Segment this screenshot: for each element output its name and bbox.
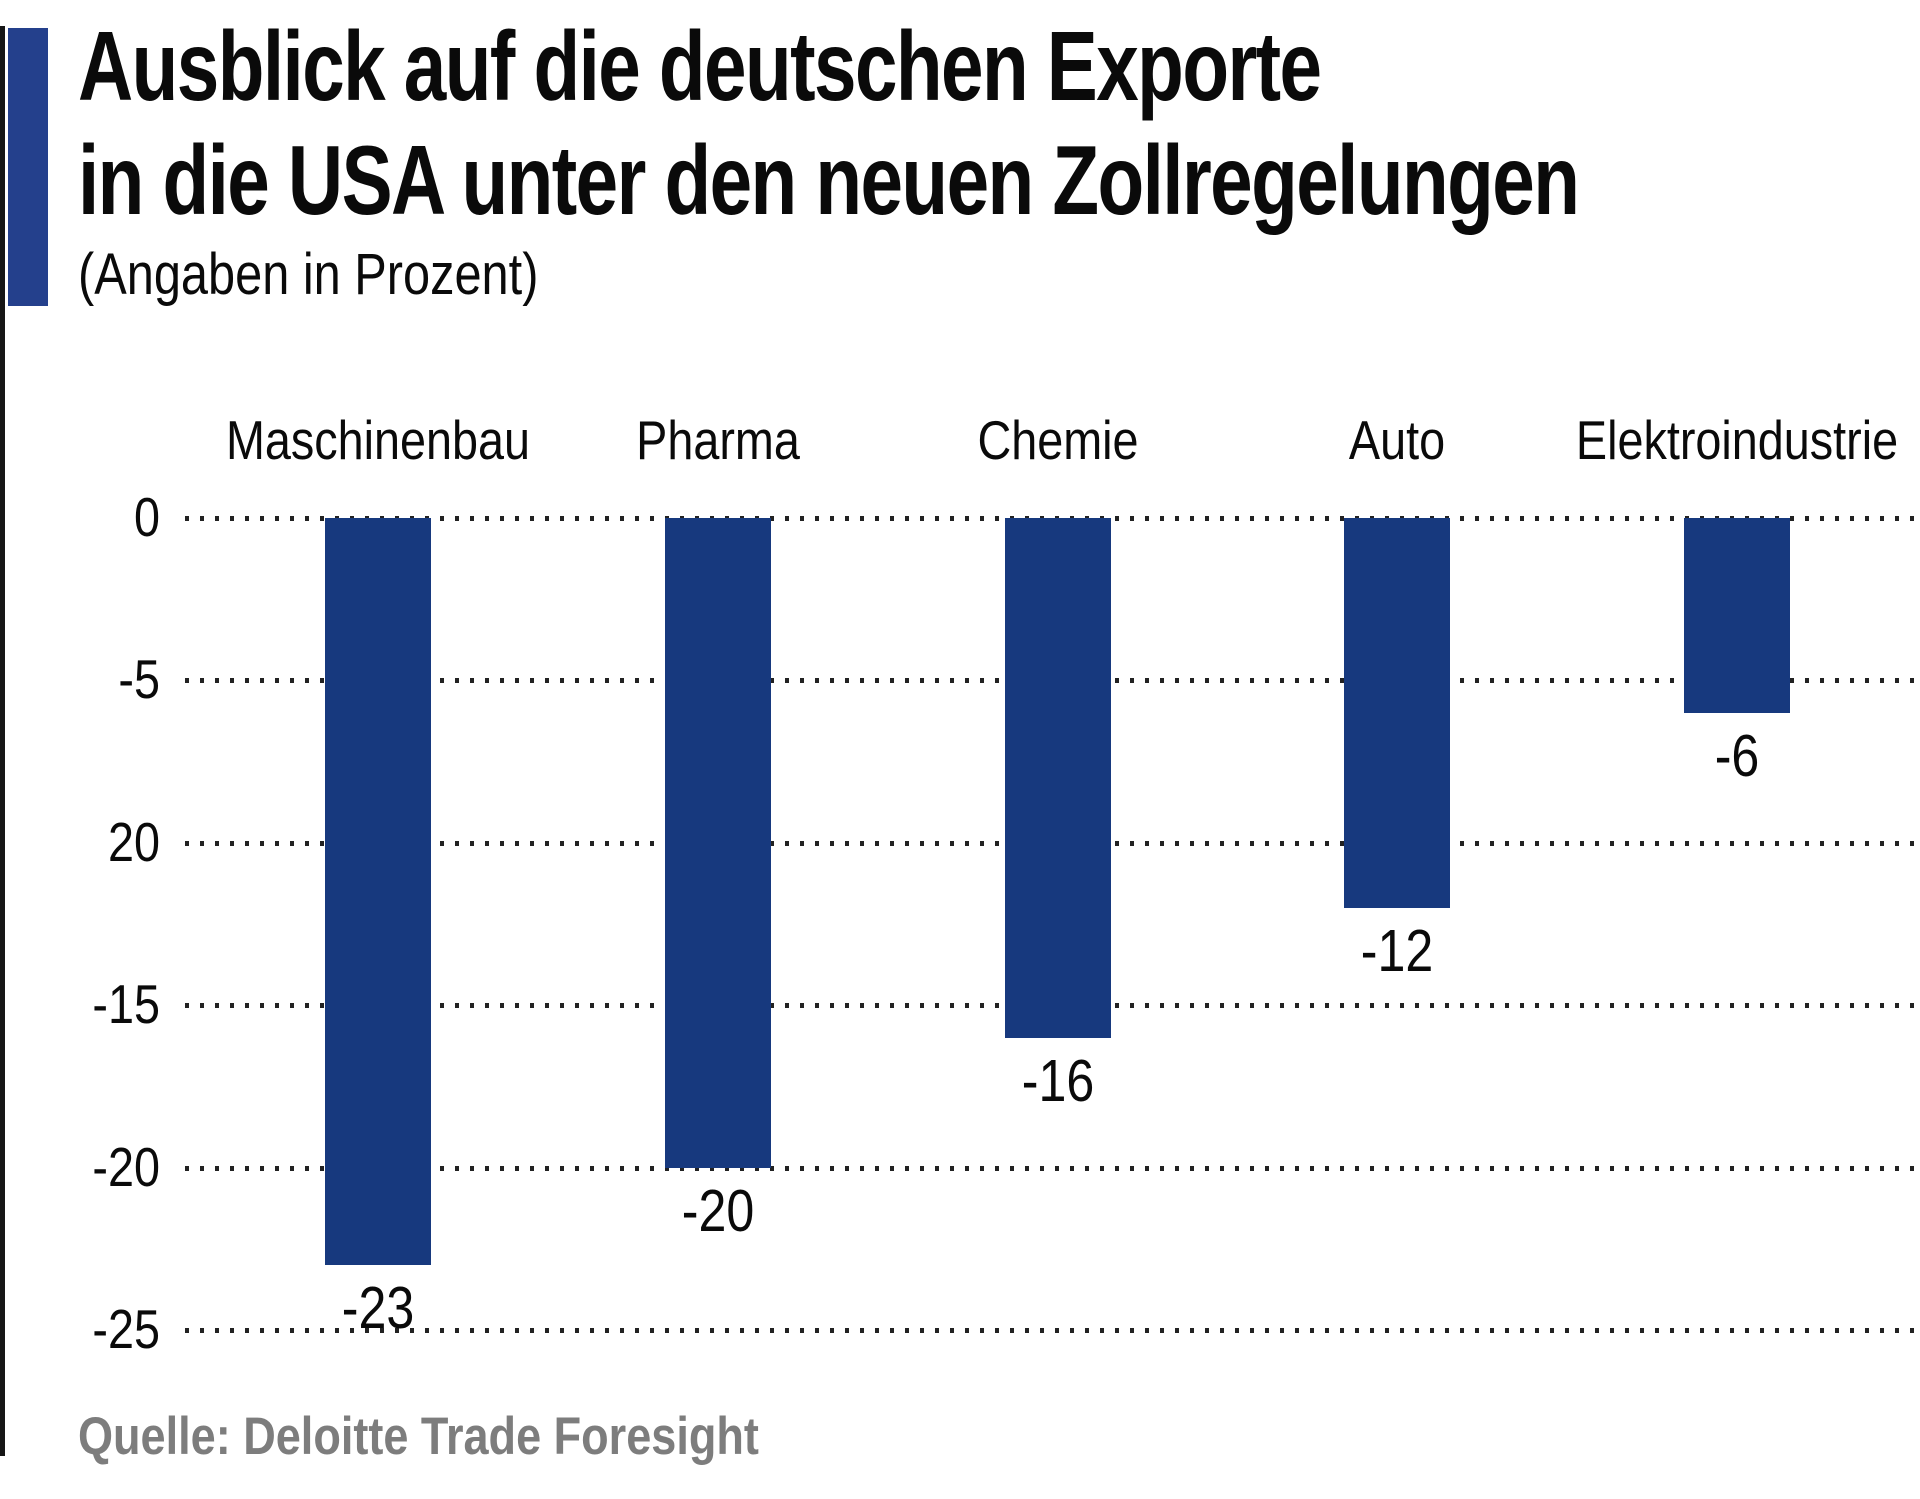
chart-title: Ausblick auf die deutschen Exporte in di…: [78, 10, 1580, 237]
value-label-elektroindustrie: -6: [1714, 723, 1760, 789]
bar-chemie: [1005, 518, 1111, 1038]
title-accent-bar: [8, 28, 48, 306]
category-label-pharma: Pharma: [636, 409, 800, 471]
chart-title-line-2: in die USA unter den neuen Zollregelunge…: [78, 124, 1580, 235]
y-axis-tick--20: -20: [92, 1135, 160, 1198]
y-axis-tick-0: 0: [133, 486, 160, 548]
y-axis-tick-20: 20: [107, 810, 160, 873]
value-label-auto: -12: [1360, 918, 1434, 984]
y-axis-tick--25: -25: [92, 1298, 160, 1360]
category-label-auto: Auto: [1348, 409, 1446, 471]
category-label-chemie: Chemie: [977, 409, 1139, 471]
gridline--20: [185, 1165, 1920, 1171]
bar-maschinenbau: [325, 518, 431, 1265]
bar-pharma: [665, 518, 771, 1168]
left-border-line: [0, 26, 5, 1456]
value-label-pharma: -20: [681, 1178, 755, 1244]
y-axis-tick--15: -15: [92, 973, 160, 1036]
y-axis-tick--5: -5: [118, 648, 160, 711]
category-label-maschinenbau: Maschinenbau: [225, 409, 531, 471]
chart-subtitle: (Angaben in Prozent): [78, 242, 539, 307]
gridline--25: [185, 1328, 1920, 1333]
value-label-maschinenbau: -23: [341, 1275, 415, 1341]
chart-title-line-1: Ausblick auf die deutschen Exporte: [78, 11, 1322, 121]
bar-elektroindustrie: [1684, 518, 1790, 713]
category-label-elektroindustrie: Elektroindustrie: [1575, 409, 1899, 471]
value-label-chemie: -16: [1021, 1048, 1095, 1114]
bar-auto: [1344, 518, 1450, 908]
source-note: Quelle: Deloitte Trade Foresight: [78, 1407, 759, 1466]
